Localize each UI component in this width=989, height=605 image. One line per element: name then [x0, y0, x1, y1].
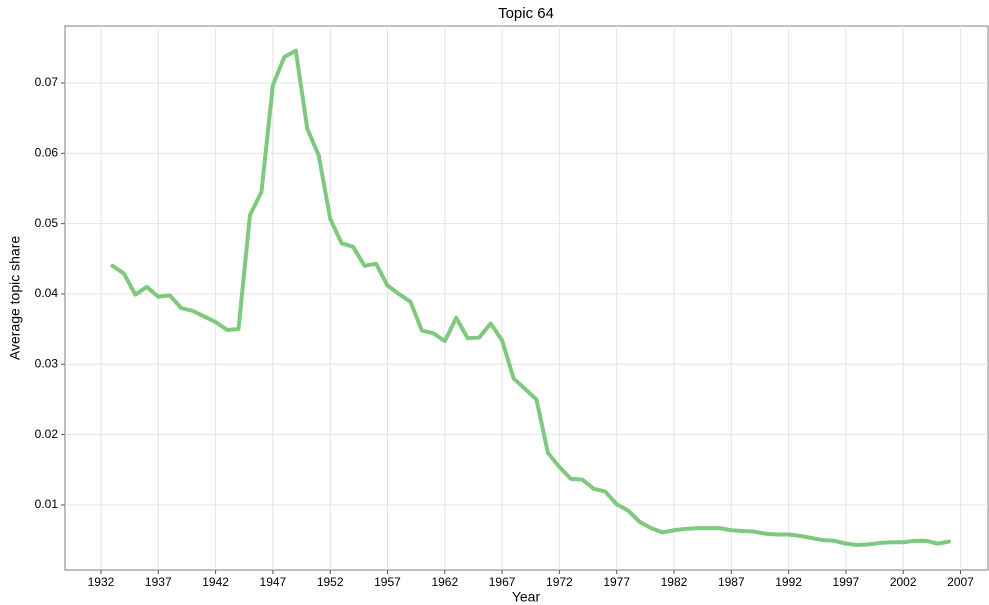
x-tick-label: 1997	[833, 575, 860, 589]
x-tick-label: 1942	[202, 575, 229, 589]
x-tick-label: 1967	[489, 575, 516, 589]
data-line	[110, 48, 952, 548]
x-tick-label: 2007	[947, 575, 974, 589]
y-tick-label: 0.04	[35, 286, 59, 300]
x-tick-label: 2002	[890, 575, 917, 589]
y-tick-label: 0.07	[35, 75, 59, 89]
x-tick-label: 1937	[145, 575, 172, 589]
y-axis-label: Average topic share	[7, 236, 23, 360]
x-tick-label: 1982	[661, 575, 688, 589]
y-tick-label: 0.05	[35, 216, 59, 230]
x-tick-label: 1972	[546, 575, 573, 589]
x-tick-label: 1947	[260, 575, 287, 589]
y-tick-label: 0.06	[35, 145, 59, 159]
chart-title: Topic 64	[498, 5, 554, 22]
y-tick-label: 0.01	[35, 497, 59, 511]
y-tick-label: 0.03	[35, 356, 59, 370]
plot-area	[64, 25, 989, 571]
x-tick-label: 1932	[88, 575, 115, 589]
x-tick-label: 1977	[603, 575, 630, 589]
y-tick-label: 0.02	[35, 427, 59, 441]
x-tick-label: 1957	[374, 575, 401, 589]
x-tick-label: 1962	[431, 575, 458, 589]
x-tick-label: 1952	[317, 575, 344, 589]
x-axis-label: Year	[512, 589, 541, 605]
x-tick-label: 1987	[718, 575, 745, 589]
x-tick-label: 1992	[775, 575, 802, 589]
